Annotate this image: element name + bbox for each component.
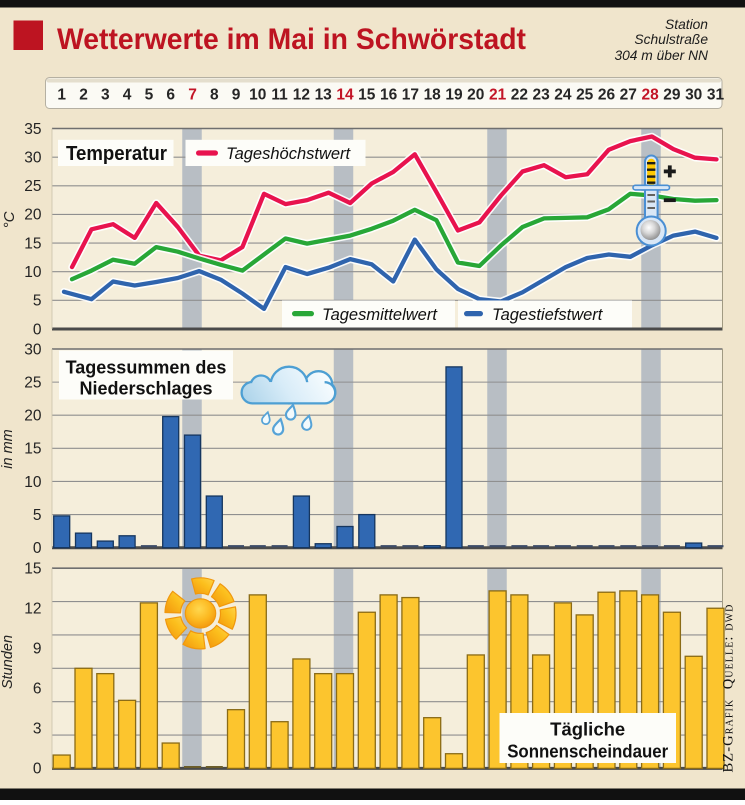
svg-text:°C: °C [1, 211, 18, 228]
svg-text:0: 0 [33, 321, 42, 338]
svg-text:in mm: in mm [0, 429, 16, 468]
svg-text:17: 17 [402, 87, 419, 104]
svg-text:Temperatur: Temperatur [66, 143, 167, 165]
svg-text:9: 9 [232, 87, 241, 104]
svg-text:4: 4 [123, 87, 132, 104]
svg-text:0: 0 [33, 540, 42, 557]
svg-text:7: 7 [188, 87, 197, 104]
svg-text:6: 6 [33, 681, 42, 698]
svg-text:10: 10 [24, 474, 42, 491]
svg-text:2: 2 [79, 87, 88, 104]
svg-text:22: 22 [511, 87, 528, 104]
svg-text:1: 1 [57, 87, 66, 104]
svg-text:Tagesmittelwert: Tagesmittelwert [322, 306, 438, 324]
svg-text:5: 5 [33, 293, 42, 310]
svg-text:Tageshöchstwert: Tageshöchstwert [226, 145, 352, 163]
svg-text:Station: Station [665, 17, 708, 32]
svg-text:9: 9 [33, 641, 42, 658]
svg-text:10: 10 [24, 264, 42, 281]
svg-text:Tägliche: Tägliche [550, 719, 625, 740]
svg-text:20: 20 [24, 207, 42, 224]
svg-text:27: 27 [620, 87, 637, 104]
svg-text:29: 29 [663, 87, 681, 104]
svg-text:30: 30 [685, 87, 702, 104]
svg-text:15: 15 [24, 441, 41, 458]
svg-text:Wetterwerte im Mai in Schwörst: Wetterwerte im Mai in Schwörstadt [57, 23, 526, 56]
svg-text:20: 20 [467, 87, 484, 104]
svg-text:11: 11 [271, 87, 288, 104]
svg-text:15: 15 [358, 87, 376, 104]
svg-text:31: 31 [707, 87, 725, 104]
svg-text:23: 23 [532, 87, 550, 104]
svg-text:304 m über NN: 304 m über NN [614, 48, 708, 63]
svg-text:10: 10 [249, 87, 266, 104]
svg-text:Tagestiefstwert: Tagestiefstwert [492, 306, 604, 324]
svg-text:Stunden: Stunden [0, 635, 16, 689]
svg-text:30: 30 [24, 149, 42, 166]
svg-text:Sonnenscheindauer: Sonnenscheindauer [507, 742, 668, 762]
svg-text:19: 19 [445, 87, 463, 104]
svg-text:Tagessummen des: Tagessummen des [66, 358, 227, 378]
svg-text:35: 35 [24, 121, 41, 138]
svg-text:26: 26 [598, 87, 616, 104]
svg-text:Niederschlages: Niederschlages [79, 379, 212, 399]
svg-text:28: 28 [641, 87, 659, 104]
svg-text:12: 12 [293, 87, 310, 104]
svg-text:15: 15 [24, 235, 41, 252]
svg-text:BZ-Grafik Quelle: dwd: BZ-Grafik Quelle: dwd [721, 604, 737, 773]
svg-text:14: 14 [336, 87, 354, 104]
svg-text:12: 12 [24, 601, 41, 618]
svg-text:3: 3 [101, 87, 110, 104]
svg-text:8: 8 [210, 87, 219, 104]
svg-text:25: 25 [24, 374, 41, 391]
svg-text:16: 16 [380, 87, 398, 104]
svg-text:18: 18 [424, 87, 442, 104]
svg-text:5: 5 [33, 507, 42, 524]
svg-text:24: 24 [554, 87, 572, 104]
svg-text:20: 20 [24, 408, 42, 425]
svg-text:30: 30 [24, 341, 42, 358]
svg-text:13: 13 [315, 87, 333, 104]
svg-text:6: 6 [166, 87, 175, 104]
svg-text:3: 3 [33, 721, 42, 738]
svg-text:25: 25 [24, 178, 41, 195]
svg-text:5: 5 [145, 87, 154, 104]
svg-text:0: 0 [33, 761, 42, 778]
svg-text:15: 15 [24, 561, 41, 578]
svg-text:Schulstraße: Schulstraße [634, 32, 708, 47]
svg-text:21: 21 [489, 87, 507, 104]
svg-text:25: 25 [576, 87, 594, 104]
